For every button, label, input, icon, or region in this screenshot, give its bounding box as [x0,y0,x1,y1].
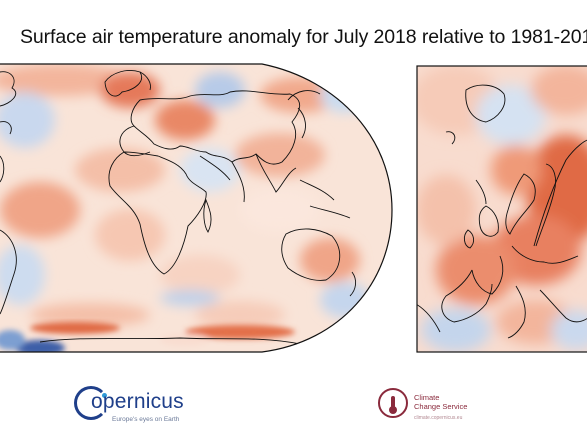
europe-map-border [416,65,587,353]
europe-anomaly-field [417,66,587,352]
c3s-line-2: Change Service [414,402,468,411]
c3s-line-1: Climate [414,393,440,402]
copernicus-tagline: Europe's eyes on Earth [112,416,180,423]
europe-anomaly-map [416,60,587,356]
world-map-border [0,63,393,353]
europe-coastlines [417,84,587,339]
copernicus-wordmark: opernicus [91,390,184,413]
world-anomaly-field [0,64,392,352]
world-anomaly-map [0,60,400,356]
copernicus-c-icon [74,386,108,420]
c3s-url: climate.copernicus.eu [414,415,463,421]
c3s-logo: Climate Change Service climate.copernicu… [378,388,488,432]
thermometer-icon [378,388,408,418]
copernicus-logo: opernicus Europe's eyes on Earth [74,386,214,430]
world-coastlines [0,70,357,345]
map-title: Surface air temperature anomaly for July… [20,26,587,48]
